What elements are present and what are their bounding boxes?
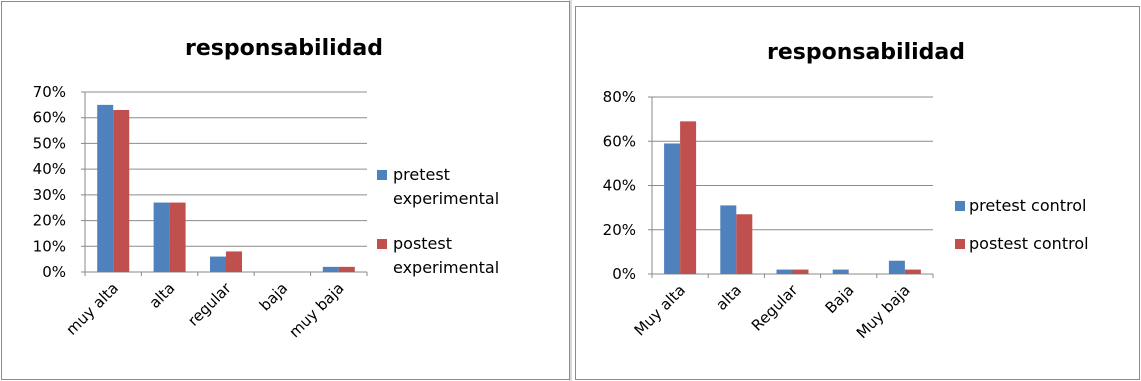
legend-label: postest experimental bbox=[393, 234, 499, 277]
bar-pre bbox=[776, 269, 793, 274]
bar-post bbox=[904, 269, 921, 274]
x-category-label: Muy alta bbox=[631, 281, 689, 339]
y-tick-label: 20% bbox=[33, 212, 66, 230]
y-tick-label: 0% bbox=[42, 263, 66, 281]
y-tick-label: 60% bbox=[603, 132, 636, 150]
x-category-label: Muy baja bbox=[853, 281, 914, 342]
legend-label: postest control bbox=[969, 234, 1089, 253]
x-category-label: alta bbox=[146, 279, 179, 312]
bar-pre bbox=[97, 104, 114, 272]
chart-panel-control: responsabilidad 0% 20% 40% 60% 80% Muy alta al… bbox=[575, 6, 1140, 380]
y-tick-label: 70% bbox=[33, 83, 66, 101]
legend-label: pretest experimental bbox=[393, 165, 499, 208]
y-tick-label: 40% bbox=[603, 177, 636, 195]
bar-pre bbox=[832, 269, 849, 274]
bar-post bbox=[792, 269, 809, 274]
x-category-label: muy baja bbox=[286, 279, 348, 341]
bar-post bbox=[169, 202, 186, 272]
chart-control: responsabilidad 0% 20% 40% 60% 80% Muy alta al… bbox=[603, 40, 1089, 342]
y-tick-label: 10% bbox=[33, 237, 66, 255]
bar-pre bbox=[888, 260, 905, 274]
chart-title: responsabilidad bbox=[767, 40, 965, 65]
y-tick-label: 60% bbox=[33, 109, 66, 127]
y-tick-label: 80% bbox=[603, 88, 636, 106]
bar-post bbox=[113, 110, 130, 272]
panel-separator bbox=[569, 0, 572, 381]
x-category-label: baja bbox=[256, 279, 291, 314]
bar-pre bbox=[153, 202, 170, 272]
x-category-label: regular bbox=[184, 279, 235, 330]
x-category-label: Baja bbox=[822, 281, 858, 317]
y-tick-label: 30% bbox=[33, 186, 66, 204]
legend-swatch bbox=[377, 239, 387, 249]
y-tick-label: 50% bbox=[33, 134, 66, 152]
legend-swatch bbox=[955, 239, 965, 249]
bar-post bbox=[226, 251, 242, 272]
x-category-label: Regular bbox=[748, 281, 802, 335]
legend-label: pretest control bbox=[969, 196, 1087, 215]
x-category-label: alta bbox=[712, 281, 745, 314]
y-tick-label: 20% bbox=[603, 221, 636, 239]
legend-swatch bbox=[955, 201, 965, 211]
chart-title: responsabilidad bbox=[185, 36, 383, 61]
x-category-label: muy alta bbox=[62, 279, 122, 339]
bar-pre bbox=[664, 143, 681, 274]
chart-panel-experimental: responsabilidad 0% 10% 20% 30% 40% 50% 60% 70% m… bbox=[1, 1, 570, 380]
legend-swatch bbox=[377, 170, 387, 180]
bar-post bbox=[736, 214, 753, 274]
bar-post bbox=[338, 266, 355, 272]
bar-pre bbox=[322, 266, 339, 272]
bar-pre bbox=[210, 256, 226, 272]
y-tick-label: 0% bbox=[612, 265, 636, 283]
y-tick-label: 40% bbox=[33, 160, 66, 178]
chart-experimental: responsabilidad 0% 10% 20% 30% 40% 50% 60% 70% m… bbox=[33, 36, 500, 341]
bar-pre bbox=[720, 205, 737, 274]
bar-post bbox=[680, 121, 697, 275]
